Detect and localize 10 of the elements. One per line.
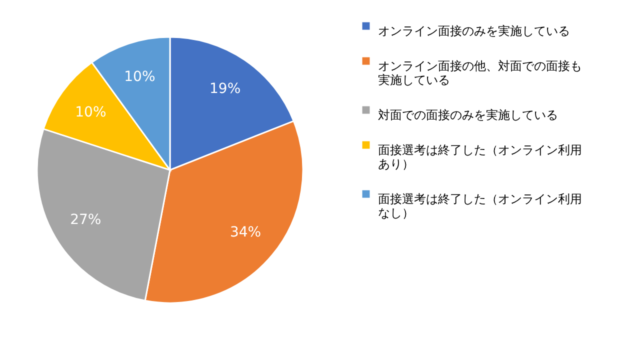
- legend-label: オンライン面接のみを実施している: [378, 24, 570, 38]
- legend-label: 対面での面接のみを実施している: [378, 108, 558, 122]
- data-label: 27%: [70, 212, 102, 228]
- legend-label: 面接選考は終了した（オンライン利用あり）: [378, 143, 582, 171]
- data-label: 19%: [210, 80, 241, 97]
- data-label: 34%: [230, 224, 262, 240]
- data-label: 10%: [124, 68, 156, 85]
- legend-label: オンライン面接の他、対面での面接も実施している: [378, 59, 582, 87]
- data-label: 10%: [75, 104, 106, 120]
- legend-label: 面接選考は終了した（オンライン利用なし）: [378, 192, 582, 220]
